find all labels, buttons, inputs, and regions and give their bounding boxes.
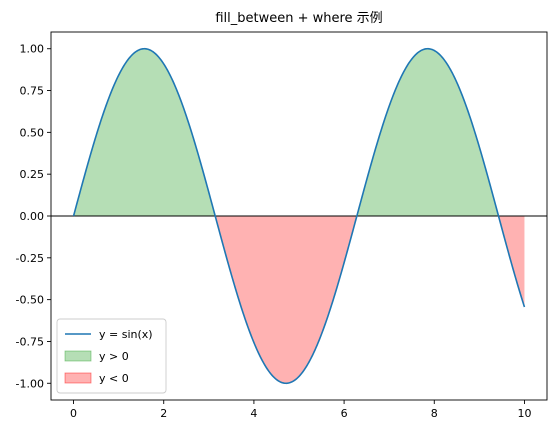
y-tick-label-7: 0.75 <box>20 85 45 98</box>
y-tick-label-5: 0.25 <box>20 168 45 181</box>
legend-swatch-positive <box>65 351 91 361</box>
y-tick-label-6: 0.50 <box>20 126 45 139</box>
chart-title: fill_between + where 示例 <box>215 11 382 26</box>
legend-label-2: y < 0 <box>99 372 129 385</box>
x-tick-label-2: 2 <box>160 407 167 420</box>
x-tick-label-4: 4 <box>250 407 257 420</box>
x-tick-label-8: 8 <box>431 407 438 420</box>
x-tick-label-0: 0 <box>70 407 77 420</box>
y-tick-label-1: -0.75 <box>16 335 44 348</box>
y-tick-label-2: -0.50 <box>16 294 44 307</box>
legend-label-1: y > 0 <box>99 350 129 363</box>
legend-swatch-negative <box>65 373 91 383</box>
x-tick-label-6: 6 <box>341 407 348 420</box>
x-tick-label-10: 10 <box>517 407 531 420</box>
y-tick-label-4: 0.00 <box>20 210 45 223</box>
y-tick-label-8: 1.00 <box>20 43 45 56</box>
legend-label-0: y = sin(x) <box>99 328 153 341</box>
y-tick-label-0: -1.00 <box>16 377 44 390</box>
y-tick-label-3: -0.25 <box>16 252 44 265</box>
